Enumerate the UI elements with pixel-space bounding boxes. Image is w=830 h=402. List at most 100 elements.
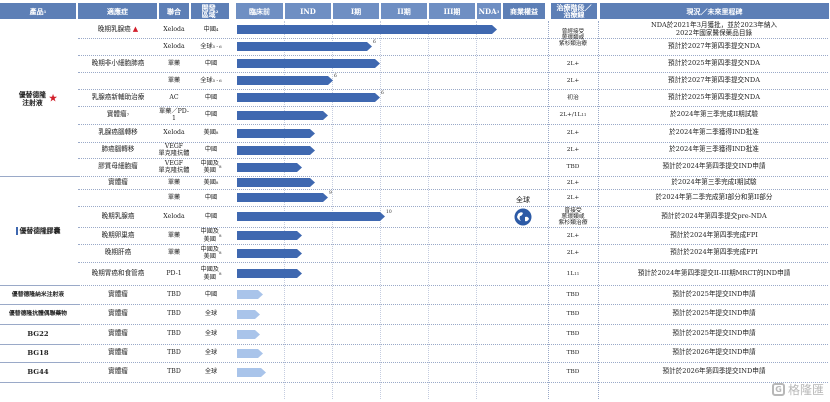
combination-cell: 單藥／PD-1 bbox=[159, 107, 189, 122]
progress-bar bbox=[237, 145, 315, 155]
region-text: 中國 bbox=[204, 193, 218, 201]
progress-arrow bbox=[237, 25, 497, 34]
watermark-text: 格隆匯 bbox=[787, 383, 824, 397]
indication-cell: 實體瘤 bbox=[78, 344, 158, 362]
group-separator bbox=[0, 382, 78, 383]
progress-bar bbox=[237, 110, 328, 120]
treatment-line-text: 2L+ bbox=[566, 77, 580, 84]
combination-cell: 單藥 bbox=[167, 193, 181, 201]
progress-bar bbox=[237, 309, 260, 319]
treatment-line-text: 曾接受 蒽環類或 紫杉類治療 bbox=[558, 207, 588, 226]
status-cell: 預計於2026年提交IND申請 bbox=[672, 348, 756, 357]
treatment-line-cell: 曾接受 蒽環類或 紫杉類治療 bbox=[549, 206, 597, 227]
progress-arrow bbox=[237, 309, 260, 319]
indication-cell: 晚期卵巢癌 bbox=[78, 227, 158, 244]
row-separator bbox=[78, 55, 828, 56]
row-separator bbox=[78, 304, 828, 305]
group-separator bbox=[0, 362, 78, 363]
status-cell: 於2024年第二季獲得IND批准 bbox=[669, 128, 759, 137]
progress-bar bbox=[237, 25, 497, 34]
row-separator bbox=[78, 262, 828, 263]
header-combination: 聯合 bbox=[159, 3, 189, 19]
group-separator bbox=[0, 324, 78, 325]
product-name-text: 優替德隆膠囊 bbox=[19, 226, 61, 235]
header-ind: IND bbox=[285, 3, 331, 19]
status-cell: 預計於2025年第四季提交NDA bbox=[668, 58, 760, 67]
region-cell: 美國 8 bbox=[190, 176, 232, 189]
status-cell: 預計於2024年第四季完成FPI bbox=[670, 248, 758, 257]
treatment-line-cell: 2L+/1L 11 bbox=[549, 106, 597, 124]
indication-cell: 實體瘤 bbox=[78, 285, 158, 304]
indication-cell: 實體瘤 bbox=[78, 176, 158, 189]
commercial-rights-label: 全球 bbox=[516, 195, 530, 204]
status-cell: NDA於2021年3月獲批，並於2023年納入 2022年國家醫保藥品目錄 bbox=[650, 21, 778, 37]
treatment-line-text: 2L+/1L bbox=[559, 112, 582, 118]
phase-divider bbox=[476, 21, 477, 399]
treatment-line-cell: 2L+ bbox=[549, 244, 597, 262]
bar-footnote: 6 bbox=[381, 91, 384, 96]
progress-bar bbox=[237, 193, 328, 202]
status-cell: 預計於2027年第四季提交NDA bbox=[668, 75, 760, 84]
combination-cell: TBD bbox=[167, 310, 181, 318]
status-cell: 預計於2025年提交IND申請 bbox=[672, 309, 756, 318]
region-text: 全球 bbox=[204, 349, 218, 357]
treatment-line-cell: 2L+ bbox=[549, 176, 597, 189]
indication-cell: 晚期乳腺癌 bbox=[78, 206, 158, 227]
progress-arrow bbox=[237, 76, 333, 85]
region-text: 中國及 美國 bbox=[200, 159, 219, 174]
treatment-line-cell: 2L+ bbox=[549, 124, 597, 142]
status-cell: 預計於2027年第四季提交NDA bbox=[668, 41, 760, 50]
progress-arrow bbox=[237, 367, 266, 377]
product-name-text: BG44 bbox=[27, 368, 49, 376]
status-cell: 於2024年第二季完成第I部分和第II部分 bbox=[655, 192, 773, 201]
watermark-logo-icon: G bbox=[771, 383, 785, 396]
column-divider bbox=[548, 21, 549, 399]
treatment-line-cell: TBD bbox=[549, 362, 597, 382]
treatment-line-cell: 2L+ bbox=[549, 189, 597, 206]
watermark: G 格隆匯 bbox=[771, 381, 824, 398]
header-phase3: III期 bbox=[429, 3, 475, 19]
indication-cell: 晚期非小細胞肺癌 bbox=[78, 55, 158, 72]
row-separator bbox=[78, 38, 828, 39]
combination-cell: Xeloda bbox=[163, 42, 185, 50]
status-cell: 預計於2025年第四季提交NDA bbox=[668, 92, 760, 101]
combination-cell: Xeloda bbox=[163, 212, 185, 220]
combination-cell: 單藥 bbox=[167, 178, 181, 186]
product-name: BG44 bbox=[0, 362, 76, 382]
region-text: 中國 bbox=[204, 59, 218, 67]
row-separator bbox=[78, 324, 828, 325]
bar-footnote: 6 bbox=[334, 74, 337, 79]
region-cell: 中國 bbox=[190, 55, 232, 72]
footnote-marker: 8 bbox=[215, 130, 219, 136]
progress-bar bbox=[237, 367, 266, 377]
region-cell: 中國 bbox=[190, 285, 232, 304]
footnote-marker: 5・6 bbox=[212, 77, 222, 83]
combination-cell: PD-1 bbox=[166, 269, 182, 277]
row-separator bbox=[78, 176, 828, 177]
region-cell: 中國及 美國 8 bbox=[190, 244, 232, 262]
group-separator bbox=[0, 285, 78, 286]
treatment-line-text: 2L+ bbox=[566, 60, 580, 67]
combination-cell: 單藥 bbox=[167, 76, 181, 84]
treatment-line-cell: 1L 11 bbox=[549, 262, 597, 285]
progress-arrow bbox=[237, 329, 260, 339]
indication-text: 實體瘤 bbox=[106, 110, 127, 119]
row-separator bbox=[78, 142, 828, 143]
status-cell: 於2024年第三季獲得IND批准 bbox=[669, 145, 759, 154]
region-cell: 全球 bbox=[190, 304, 232, 324]
row-separator bbox=[78, 158, 828, 159]
indication-cell: 晚期乳腺癌 ▲ bbox=[78, 21, 158, 38]
region-text: 中國及 美國 bbox=[200, 266, 219, 281]
header-region: 開發 區域 2 bbox=[191, 3, 229, 19]
header-treatment-line: 治療階段／ 治療線 bbox=[551, 3, 597, 19]
progress-bar bbox=[237, 329, 260, 339]
indication-text: 晚期乳腺癌 bbox=[101, 211, 135, 220]
progress-arrow bbox=[237, 269, 302, 278]
combination-cell: TBD bbox=[167, 330, 181, 338]
treatment-line-text: 初治 bbox=[567, 94, 579, 101]
region-cell: 中國 bbox=[190, 142, 232, 158]
progress-arrow bbox=[237, 212, 385, 221]
header-product: 產品 1 bbox=[0, 3, 76, 19]
region-text: 全球 bbox=[204, 330, 218, 338]
column-divider bbox=[598, 21, 599, 399]
